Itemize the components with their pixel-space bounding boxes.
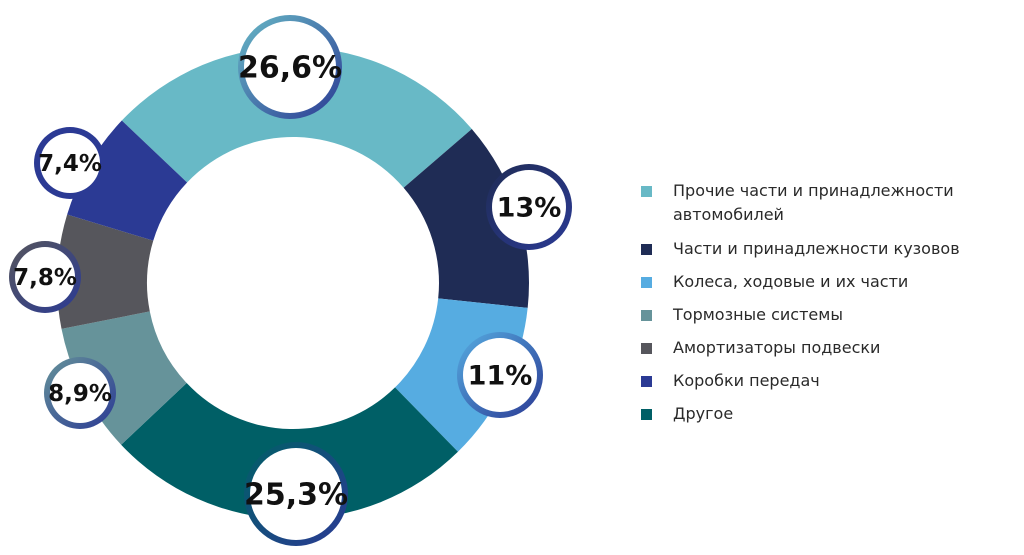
legend-item: Тормозные системы xyxy=(641,303,1021,327)
legend-label: Прочие части и принадлежности автомобиле… xyxy=(673,181,954,224)
callout-fill xyxy=(463,338,537,412)
legend-item: Части и принадлежности кузовов xyxy=(641,237,1021,261)
legend-swatch xyxy=(641,310,652,321)
donut-slice xyxy=(67,120,188,241)
legend-item: Колеса, ходовые и их части xyxy=(641,270,1021,294)
donut-slice xyxy=(57,214,154,329)
data-label-callout: 26,6% xyxy=(238,15,342,119)
legend-label: Коробки передач xyxy=(673,371,820,390)
callout-fill xyxy=(250,448,342,540)
data-label: 8,9% xyxy=(48,381,112,407)
callout-fill xyxy=(40,133,100,193)
callout-fill xyxy=(244,21,336,113)
data-label-callout: 11% xyxy=(457,332,543,418)
legend-item: Амортизаторы подвески xyxy=(641,336,1021,360)
callout-fill xyxy=(50,363,110,423)
legend-swatch xyxy=(641,376,652,387)
data-label: 11% xyxy=(468,361,533,392)
data-label-callout: 7,4% xyxy=(34,127,106,199)
legend-swatch xyxy=(641,277,652,288)
legend: Прочие части и принадлежности автомобиле… xyxy=(641,179,1021,435)
legend-swatch xyxy=(641,409,652,420)
data-label: 25,3% xyxy=(244,478,348,513)
legend-item: Коробки передач xyxy=(641,369,1021,393)
data-label-callout: 8,9% xyxy=(44,357,116,429)
legend-label: Колеса, ходовые и их части xyxy=(673,272,909,291)
legend-swatch xyxy=(641,343,652,354)
legend-label: Части и принадлежности кузовов xyxy=(673,239,960,258)
legend-swatch xyxy=(641,186,652,197)
legend-item: Прочие части и принадлежности автомобиле… xyxy=(641,179,1021,227)
callout-fill xyxy=(15,247,75,307)
data-label: 13% xyxy=(497,193,562,224)
callout-fill xyxy=(492,170,566,244)
donut-slice xyxy=(403,128,529,308)
donut-slice xyxy=(61,311,187,445)
legend-item: Другое xyxy=(641,402,1021,426)
data-label: 7,4% xyxy=(38,151,102,177)
legend-swatch xyxy=(641,244,652,255)
data-label-callout: 7,8% xyxy=(9,241,81,313)
data-label-callout: 13% xyxy=(486,164,572,250)
legend-label: Амортизаторы подвески xyxy=(673,338,881,357)
legend-label: Тормозные системы xyxy=(673,305,843,324)
data-label: 7,8% xyxy=(13,265,77,291)
data-label: 26,6% xyxy=(238,51,342,86)
data-label-callout: 25,3% xyxy=(244,442,348,546)
legend-label: Другое xyxy=(673,404,734,423)
data-label-callouts: 26,6% 13% 11% 8,9% 7,8% 7,4% 25,3% xyxy=(9,15,572,546)
